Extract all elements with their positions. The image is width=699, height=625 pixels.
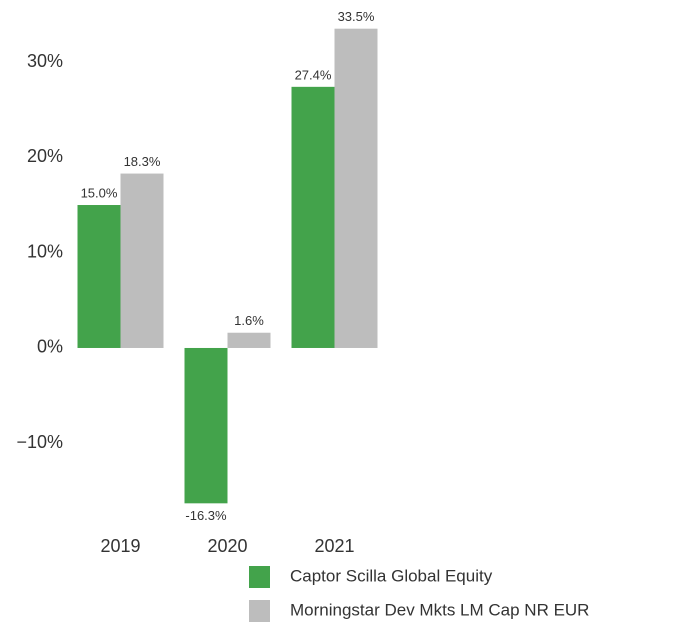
x-tick-label: 2019 bbox=[100, 536, 140, 556]
y-tick-label: 30% bbox=[27, 51, 63, 71]
x-tick-label: 2020 bbox=[207, 536, 247, 556]
legend-swatch bbox=[249, 566, 270, 588]
bar bbox=[291, 86, 335, 348]
data-label: 27.4% bbox=[295, 67, 332, 82]
x-tick-label: 2021 bbox=[314, 536, 354, 556]
data-label: -16.3% bbox=[185, 508, 227, 523]
data-label: 18.3% bbox=[124, 154, 161, 169]
legend-label: Captor Scilla Global Equity bbox=[290, 566, 493, 585]
legend-label: Morningstar Dev Mkts LM Cap NR EUR bbox=[290, 600, 589, 619]
legend-swatch bbox=[249, 600, 270, 622]
data-label: 15.0% bbox=[81, 185, 118, 200]
data-label: 33.5% bbox=[338, 9, 375, 24]
bar bbox=[227, 332, 271, 348]
y-tick-label: −10% bbox=[16, 432, 63, 452]
bar bbox=[334, 28, 378, 348]
bar bbox=[120, 173, 164, 348]
bar bbox=[77, 205, 121, 348]
y-tick-label: 0% bbox=[37, 337, 63, 357]
y-tick-label: 20% bbox=[27, 146, 63, 166]
data-label: 1.6% bbox=[234, 313, 264, 328]
bar bbox=[184, 347, 228, 504]
y-tick-label: 10% bbox=[27, 241, 63, 261]
